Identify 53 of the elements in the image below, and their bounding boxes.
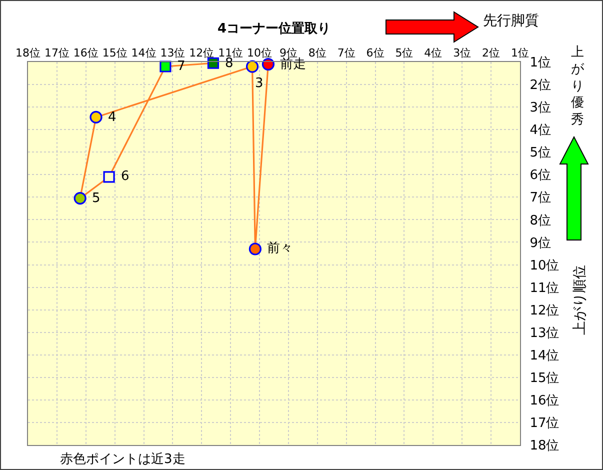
point bbox=[262, 58, 275, 71]
text: 上がり優秀 bbox=[571, 45, 585, 128]
x-tick-label: 12位 bbox=[189, 46, 214, 60]
x-tick-label: 7位 bbox=[337, 46, 356, 60]
y-tick-label: 7位 bbox=[530, 190, 551, 206]
y-axis-title: 上がり順位 bbox=[572, 265, 588, 335]
y-tick-label: 18位 bbox=[530, 438, 560, 454]
y-tick-label: 17位 bbox=[530, 416, 560, 432]
y-tick-label: 5位 bbox=[530, 146, 551, 161]
x-tick-label: 15位 bbox=[102, 46, 128, 60]
x-tick-label: 5位 bbox=[395, 46, 414, 60]
annotation: 8 bbox=[225, 56, 234, 71]
y-tick-label: 11位 bbox=[530, 280, 560, 296]
x-tick-label: 10位 bbox=[247, 46, 272, 60]
x-axis-title: 4コーナー位置取り bbox=[217, 21, 331, 36]
y-tick-label: 3位 bbox=[530, 100, 551, 116]
point bbox=[90, 110, 102, 124]
y-tick-label: 16位 bbox=[530, 393, 560, 408]
y-tick-label: 9位 bbox=[530, 236, 551, 251]
text: 先行脚質 bbox=[483, 13, 539, 29]
annotation: 前々 bbox=[267, 241, 293, 256]
y-tick-label: 4位 bbox=[530, 123, 551, 138]
y-tick-label: 8位 bbox=[530, 213, 551, 228]
x-tick-label: 14位 bbox=[131, 46, 156, 60]
x-tick-label: 13位 bbox=[160, 46, 186, 60]
y-tick-label: 10位 bbox=[530, 258, 560, 274]
annotation: 3 bbox=[255, 76, 264, 91]
point bbox=[246, 60, 259, 73]
text: 赤色ポイントは近3走 bbox=[60, 452, 186, 467]
annotation: 4 bbox=[108, 110, 116, 125]
y-tick-label: 2位 bbox=[530, 78, 551, 94]
x-tick-label: 4位 bbox=[424, 46, 442, 60]
x-tick-label: 16位 bbox=[73, 46, 98, 60]
x-tick-label: 17位 bbox=[44, 46, 70, 60]
point bbox=[248, 242, 262, 256]
x-tick-label: 18位 bbox=[16, 46, 40, 60]
x-tick-label: 8位 bbox=[308, 46, 326, 60]
y-tick-label: 13位 bbox=[530, 326, 560, 341]
point bbox=[74, 192, 86, 205]
x-tick-label: 6位 bbox=[366, 46, 384, 60]
y-tick-label: 14位 bbox=[530, 348, 560, 364]
annotation: 5 bbox=[92, 191, 100, 206]
annotation: 前走 bbox=[280, 57, 306, 72]
point bbox=[207, 57, 220, 69]
point bbox=[160, 60, 172, 72]
y-tick-label: 6位 bbox=[530, 168, 551, 184]
point bbox=[103, 171, 115, 183]
y-tick-label: 12位 bbox=[530, 303, 560, 318]
y-tick-label: 15位 bbox=[530, 370, 560, 386]
x-tick-label: 2位 bbox=[482, 46, 500, 60]
x-tick-label: 3位 bbox=[453, 46, 472, 60]
x-tick-label: 1位 bbox=[511, 46, 529, 60]
annotation: 6 bbox=[121, 169, 130, 184]
